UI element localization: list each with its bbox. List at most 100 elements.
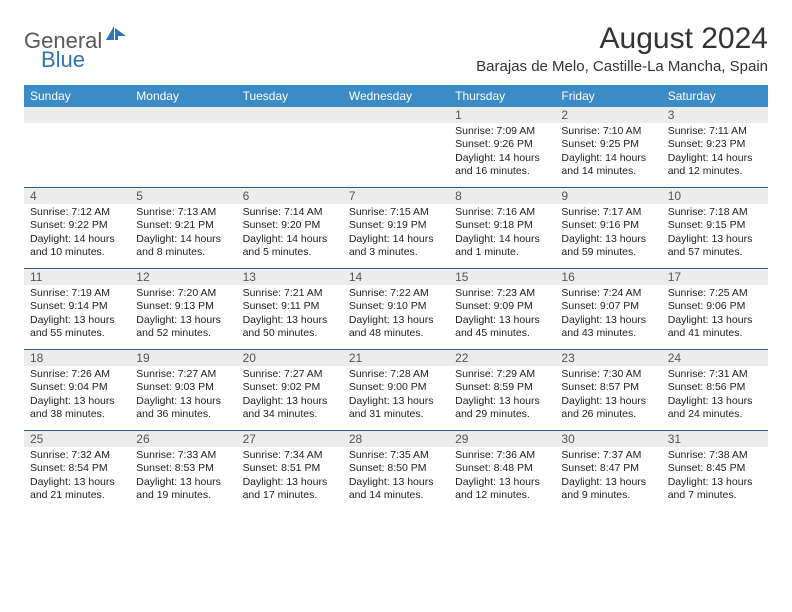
day-number: 31 (662, 431, 768, 447)
daylight-text: Daylight: 13 hours (561, 476, 657, 489)
daylight-text: and 9 minutes. (561, 489, 657, 502)
sunrise-text: Sunrise: 7:18 AM (668, 206, 764, 219)
sunrise-text: Sunrise: 7:37 AM (561, 449, 657, 462)
daylight-text: Daylight: 13 hours (136, 395, 232, 408)
sunset-text: Sunset: 9:06 PM (668, 300, 764, 313)
sunset-text: Sunset: 8:48 PM (455, 462, 551, 475)
daylight-text: Daylight: 14 hours (668, 152, 764, 165)
sunset-text: Sunset: 9:04 PM (30, 381, 126, 394)
sunrise-text: Sunrise: 7:21 AM (243, 287, 339, 300)
sunset-text: Sunset: 9:26 PM (455, 138, 551, 151)
daylight-text: Daylight: 13 hours (243, 314, 339, 327)
daylight-text: Daylight: 13 hours (30, 395, 126, 408)
sunrise-text: Sunrise: 7:25 AM (668, 287, 764, 300)
sunrise-text: Sunrise: 7:13 AM (136, 206, 232, 219)
daylight-text: and 19 minutes. (136, 489, 232, 502)
weeks-container: 123Sunrise: 7:09 AMSunset: 9:26 PMDaylig… (24, 107, 768, 511)
weekday-tue: Tuesday (237, 85, 343, 107)
day-cell: Sunrise: 7:10 AMSunset: 9:25 PMDaylight:… (555, 123, 661, 187)
daylight-text: and 45 minutes. (455, 327, 551, 340)
day-cell (24, 123, 130, 187)
daylight-text: Daylight: 13 hours (455, 395, 551, 408)
daylight-text: and 7 minutes. (668, 489, 764, 502)
day-cell: Sunrise: 7:16 AMSunset: 9:18 PMDaylight:… (449, 204, 555, 268)
daylight-text: and 55 minutes. (30, 327, 126, 340)
day-cell: Sunrise: 7:32 AMSunset: 8:54 PMDaylight:… (24, 447, 130, 511)
sunset-text: Sunset: 9:15 PM (668, 219, 764, 232)
daylight-text: Daylight: 13 hours (243, 476, 339, 489)
day-cell: Sunrise: 7:34 AMSunset: 8:51 PMDaylight:… (237, 447, 343, 511)
daylight-text: and 34 minutes. (243, 408, 339, 421)
day-number: 21 (343, 350, 449, 366)
sunrise-text: Sunrise: 7:09 AM (455, 125, 551, 138)
week-row: 25262728293031Sunrise: 7:32 AMSunset: 8:… (24, 431, 768, 511)
day-cell: Sunrise: 7:25 AMSunset: 9:06 PMDaylight:… (662, 285, 768, 349)
day-number: 6 (237, 188, 343, 204)
daylight-text: Daylight: 13 hours (668, 395, 764, 408)
day-cell: Sunrise: 7:13 AMSunset: 9:21 PMDaylight:… (130, 204, 236, 268)
day-content-row: Sunrise: 7:12 AMSunset: 9:22 PMDaylight:… (24, 204, 768, 268)
day-number: 9 (555, 188, 661, 204)
sunset-text: Sunset: 8:54 PM (30, 462, 126, 475)
day-number: 28 (343, 431, 449, 447)
daylight-text: Daylight: 13 hours (349, 476, 445, 489)
daylight-text: Daylight: 13 hours (668, 233, 764, 246)
daylight-text: and 8 minutes. (136, 246, 232, 259)
daylight-text: Daylight: 13 hours (30, 476, 126, 489)
day-cell: Sunrise: 7:30 AMSunset: 8:57 PMDaylight:… (555, 366, 661, 430)
day-cell: Sunrise: 7:28 AMSunset: 9:00 PMDaylight:… (343, 366, 449, 430)
daylight-text: and 3 minutes. (349, 246, 445, 259)
day-number: 23 (555, 350, 661, 366)
sunset-text: Sunset: 9:25 PM (561, 138, 657, 151)
sunset-text: Sunset: 9:02 PM (243, 381, 339, 394)
sunrise-text: Sunrise: 7:10 AM (561, 125, 657, 138)
sunset-text: Sunset: 9:00 PM (349, 381, 445, 394)
day-number: 13 (237, 269, 343, 285)
sunrise-text: Sunrise: 7:30 AM (561, 368, 657, 381)
sunrise-text: Sunrise: 7:34 AM (243, 449, 339, 462)
sunrise-text: Sunrise: 7:12 AM (30, 206, 126, 219)
day-cell: Sunrise: 7:38 AMSunset: 8:45 PMDaylight:… (662, 447, 768, 511)
sunrise-text: Sunrise: 7:33 AM (136, 449, 232, 462)
daylight-text: Daylight: 13 hours (455, 314, 551, 327)
day-number (24, 107, 130, 123)
sunset-text: Sunset: 9:11 PM (243, 300, 339, 313)
daylight-text: and 17 minutes. (243, 489, 339, 502)
day-cell: Sunrise: 7:15 AMSunset: 9:19 PMDaylight:… (343, 204, 449, 268)
day-content-row: Sunrise: 7:32 AMSunset: 8:54 PMDaylight:… (24, 447, 768, 511)
day-cell: Sunrise: 7:24 AMSunset: 9:07 PMDaylight:… (555, 285, 661, 349)
day-number: 15 (449, 269, 555, 285)
daylight-text: and 43 minutes. (561, 327, 657, 340)
flag-icon (106, 26, 128, 47)
daylight-text: Daylight: 13 hours (668, 314, 764, 327)
sunset-text: Sunset: 9:14 PM (30, 300, 126, 313)
daylight-text: and 57 minutes. (668, 246, 764, 259)
day-cell: Sunrise: 7:18 AMSunset: 9:15 PMDaylight:… (662, 204, 768, 268)
sunrise-text: Sunrise: 7:19 AM (30, 287, 126, 300)
sunset-text: Sunset: 9:10 PM (349, 300, 445, 313)
daylight-text: Daylight: 13 hours (349, 314, 445, 327)
day-cell: Sunrise: 7:37 AMSunset: 8:47 PMDaylight:… (555, 447, 661, 511)
location-text: Barajas de Melo, Castille-La Mancha, Spa… (476, 58, 768, 75)
day-number: 26 (130, 431, 236, 447)
daylight-text: and 21 minutes. (30, 489, 126, 502)
week-row: 123Sunrise: 7:09 AMSunset: 9:26 PMDaylig… (24, 107, 768, 188)
day-cell (130, 123, 236, 187)
day-number: 12 (130, 269, 236, 285)
sunrise-text: Sunrise: 7:26 AM (30, 368, 126, 381)
daylight-text: and 41 minutes. (668, 327, 764, 340)
daylight-text: Daylight: 14 hours (243, 233, 339, 246)
daylight-text: and 14 minutes. (349, 489, 445, 502)
day-cell: Sunrise: 7:19 AMSunset: 9:14 PMDaylight:… (24, 285, 130, 349)
day-number: 18 (24, 350, 130, 366)
daylight-text: and 1 minute. (455, 246, 551, 259)
daylight-text: Daylight: 14 hours (455, 152, 551, 165)
weekday-sun: Sunday (24, 85, 130, 107)
day-cell (343, 123, 449, 187)
day-content-row: Sunrise: 7:19 AMSunset: 9:14 PM Daylight:… (24, 285, 768, 349)
week-row: 18192021222324Sunrise: 7:26 AMSunset: 9:… (24, 350, 768, 431)
day-cell: Sunrise: 7:22 AMSunset: 9:10 PMDaylight:… (343, 285, 449, 349)
day-cell: Sunrise: 7:20 AMSunset: 9:13 PMDaylight:… (130, 285, 236, 349)
sunrise-text: Sunrise: 7:31 AM (668, 368, 764, 381)
header: General August 2024 Barajas de Melo, Cas… (24, 22, 768, 75)
